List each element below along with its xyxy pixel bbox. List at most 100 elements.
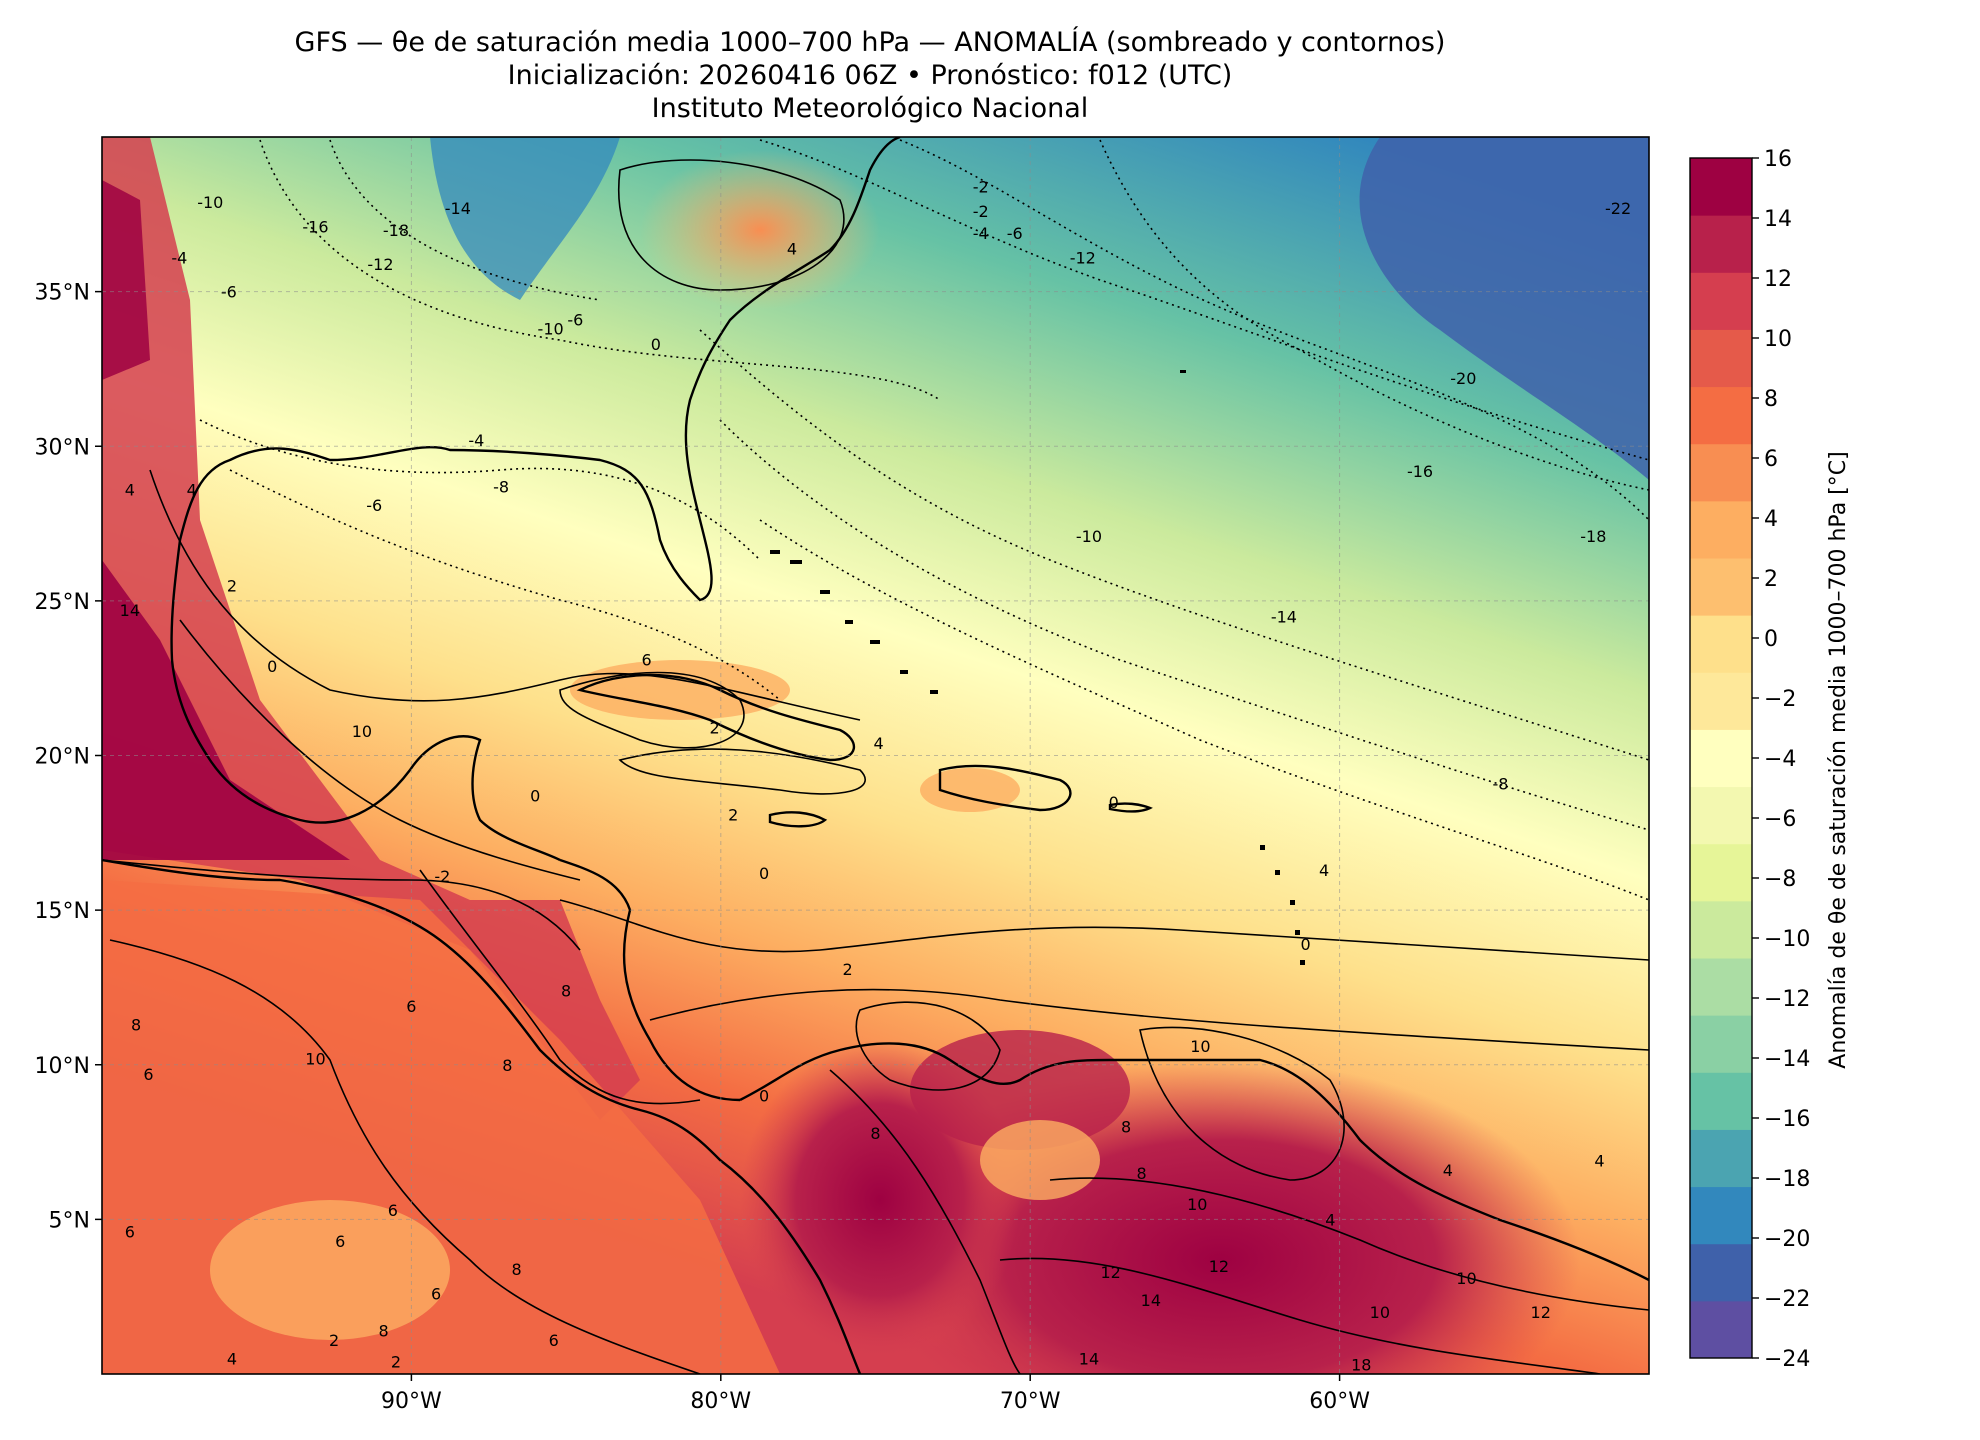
contour-line (855, 1001, 1001, 1091)
contour-label: -2 (973, 177, 989, 196)
contour-label: 14 (1141, 1291, 1161, 1310)
contour-line (419, 869, 701, 1105)
colorbar-tick-label: 16 (1764, 147, 1792, 172)
negative-contours (199, 139, 1649, 901)
contour-label: 0 (267, 657, 277, 676)
warm-anomaly-region (980, 1120, 1100, 1200)
colorbar-tick-label: 10 (1764, 327, 1792, 352)
colorbar-tick-label: 6 (1764, 447, 1778, 472)
contour-line (759, 519, 1649, 901)
colorbar-tick-label: 14 (1764, 207, 1792, 232)
island (790, 560, 802, 564)
contour-label: -2 (973, 202, 989, 221)
island (1300, 960, 1305, 965)
contour-label: -4 (468, 431, 484, 450)
hot-anomaly-region (102, 137, 640, 1120)
colorbar-segment (1690, 443, 1752, 502)
colorbar-segment (1690, 843, 1752, 902)
contour-label: -4 (171, 249, 187, 268)
colorbar-segment (1690, 1243, 1752, 1302)
coastline-puerto-rico (1108, 802, 1153, 813)
island (845, 620, 853, 624)
contour-label: 8 (131, 1016, 141, 1035)
coastline-cuba (576, 673, 856, 762)
title-institute: Instituto Meteorológico Nacional (651, 93, 1089, 124)
colorbar-segment (1690, 158, 1752, 216)
contour-label: 2 (391, 1353, 401, 1372)
cold-anomaly-region (430, 137, 620, 300)
contour-line (329, 139, 601, 301)
colorbar-tick-label: 8 (1764, 387, 1778, 412)
contour-label: 18 (1351, 1356, 1371, 1375)
colorbar-tick-label: −2 (1764, 687, 1796, 712)
contour-line (1139, 1026, 1345, 1181)
contour-label: 12 (1531, 1303, 1551, 1322)
colorbar-tick-label: −18 (1764, 1167, 1810, 1192)
lat-tick-label: 25°N (35, 590, 90, 615)
contour-line (559, 899, 1649, 961)
title-main: GFS — θe de saturación media 1000–700 hP… (294, 27, 1446, 58)
lat-tick-label: 15°N (35, 899, 90, 924)
colorbar-tick-label: −12 (1764, 987, 1810, 1012)
colorbar-tick-label: −24 (1764, 1347, 1810, 1372)
coastlines (102, 137, 1649, 1374)
contour-label: -18 (1580, 527, 1606, 546)
lat-tick-label: 30°N (35, 435, 90, 460)
contour-line (829, 1069, 1021, 1374)
contour-label: -18 (383, 221, 409, 240)
contour-label: 0 (651, 335, 661, 354)
lon-tick-label: 80°W (690, 1389, 751, 1414)
colorbar-segment (1690, 215, 1752, 273)
contour-line (617, 159, 845, 291)
island (930, 690, 938, 694)
contour-line (109, 939, 701, 1374)
contour-line (229, 469, 781, 701)
contour-label: 0 (759, 1087, 769, 1106)
colorbar-segment (1690, 500, 1752, 559)
axis-ticks: 5°N 10°N 15°N 20°N 25°N 30°N 35°N 90°W 80°W 70°W 6… (35, 281, 1371, 1414)
colorbar-tick-label: −20 (1764, 1227, 1810, 1252)
coastline-central-america-caribbean (559, 858, 741, 1102)
lat-tick-label: 20°N (35, 745, 90, 770)
colorbar-segment (1690, 558, 1752, 616)
contour-label: 10 (1190, 1037, 1210, 1056)
contour-label: -14 (445, 199, 471, 218)
contour-label: 0 (759, 864, 769, 883)
contour-label: -6 (1007, 224, 1023, 243)
contour-label: -6 (366, 496, 382, 515)
contour-labels: -10-16 -18-14-12-4-6-10 -604-2-2-4 -6-12-22… (120, 177, 1631, 1374)
contour-line (1099, 139, 1649, 491)
contour-label: 4 (874, 734, 884, 753)
colorbar-segment (1690, 615, 1752, 673)
contour-label: 6 (143, 1065, 153, 1084)
contour-label: 12 (1209, 1257, 1229, 1276)
contour-label: 4 (1594, 1152, 1604, 1171)
contour-line (759, 139, 1649, 461)
contour-label: -6 (221, 283, 237, 302)
contour-label: 8 (378, 1322, 388, 1341)
island (1275, 870, 1280, 875)
lon-tick-label: 60°W (1309, 1389, 1370, 1414)
contour-label: -10 (538, 320, 564, 339)
coastline-pacific (102, 858, 862, 1374)
coastline-usa-gulf-atlantic (178, 137, 901, 602)
colorbar-tick-label: 2 (1764, 567, 1778, 592)
contour-label: 4 (187, 481, 197, 500)
coastline-south-america-north (739, 1042, 1649, 1282)
contour-label: -6 (567, 310, 583, 329)
warm-anomaly-region (640, 150, 880, 310)
contour-label: 10 (352, 722, 372, 741)
island (1180, 370, 1186, 373)
title-block: GFS — θe de saturación media 1000–700 hP… (0, 26, 1740, 125)
contour-label: 0 (530, 787, 540, 806)
hot-anomaly-region (910, 1030, 1130, 1150)
contour-label: 10 (1456, 1269, 1476, 1288)
contour-label: -16 (302, 218, 328, 237)
island (820, 590, 830, 594)
contour-label: -10 (197, 193, 223, 212)
contour-label: 4 (1443, 1161, 1453, 1180)
map-area: -10-16 -18-14-12-4-6-10 -604-2-2-4 -6-12-22… (102, 137, 1649, 1374)
contour-line (149, 469, 861, 721)
contour-label: 14 (120, 601, 140, 620)
contour-label: -12 (1070, 249, 1096, 268)
